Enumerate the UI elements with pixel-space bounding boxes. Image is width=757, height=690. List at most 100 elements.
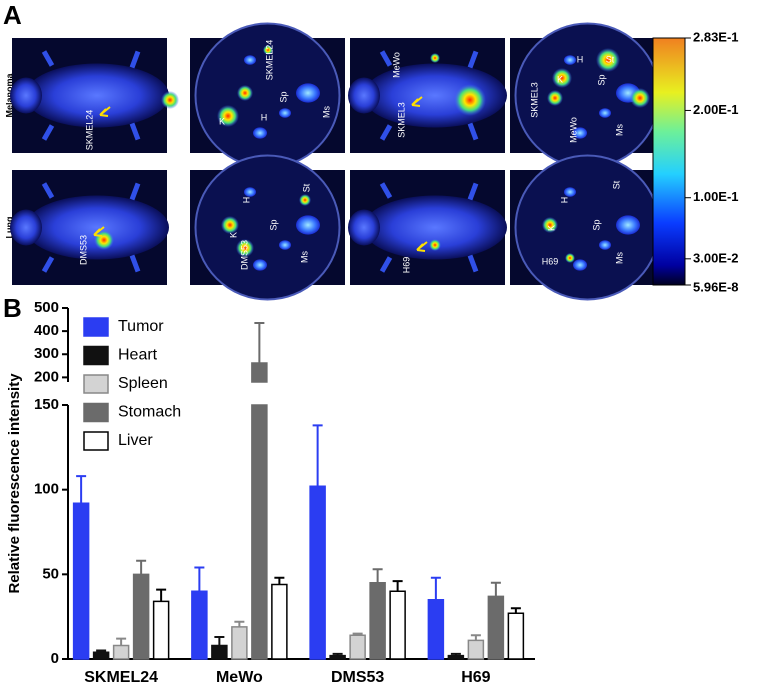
x-tick-label: MeWo [216,669,263,686]
y-tick-label: 100 [34,481,59,498]
organ [244,187,256,197]
hot-spot [236,239,254,257]
error-bar [234,620,245,627]
organ-label: Sp [591,219,601,230]
hot-spot [542,217,558,233]
hot-spot [454,84,486,116]
hot-spot [430,53,440,63]
image-tile: SKMEL24 K H Sp Ms [190,22,345,169]
bar [507,612,525,660]
organ-label: St [611,180,621,189]
hot-spot [596,48,620,72]
row-label: Lung [4,217,14,239]
error-bar [96,649,107,653]
error-bar [214,635,225,646]
organ-label: MeWo [391,52,401,78]
arrow [416,241,428,252]
colorbar-tick-label: 2.83E-1 [693,29,739,44]
mouse-head [10,77,42,114]
organ-label: K [546,225,556,231]
bar [389,590,406,660]
bar-chart: 0 50 100 150 200 300 400 500 Relative fluorescen… [6,299,535,686]
error-bar [156,588,167,602]
organ [573,127,587,139]
error-bar [430,576,441,600]
organ-label: Ms [299,251,309,263]
hot-spot [221,216,239,234]
row-label: Melanoma [4,73,14,118]
bar [92,651,110,660]
error-bar [372,568,383,583]
bar [72,502,90,660]
organ [296,215,320,235]
error-bar [450,652,461,656]
y-tick-label: 50 [42,565,59,582]
mouse-head [348,77,380,114]
bar [427,598,445,660]
colorbar-gradient [652,37,686,286]
error-bar [136,559,147,575]
hot-spot [630,88,650,108]
organ-label: SKMEL24 [264,40,274,81]
colorbar-tick-label: 5.96E-8 [693,279,739,294]
hot-spot [217,105,239,127]
mouse-limbs [41,50,141,141]
organ [296,83,320,103]
y-tick-label: 200 [34,368,59,385]
image-tile: DMS53 [10,170,169,285]
y-tick-label: 0 [51,650,59,667]
bar [369,582,386,660]
image-tile: H St K Sp SKMEL3 MeWo Ms [510,22,665,169]
legend-label: Spleen [118,375,168,392]
organ-label: St [606,54,615,64]
image-tile: St H K Sp H69 Ms [510,154,665,301]
organ [279,240,291,250]
panel-label: A [3,0,22,30]
hot-spot [263,45,273,55]
mouse-head [10,209,42,246]
colorbar-tick-label: 3.00E-2 [693,250,739,265]
organ [279,108,291,118]
bar [191,590,208,660]
mouse-head [348,209,380,246]
mouse-limbs [379,50,479,141]
x-tick-label: SKMEL24 [84,669,158,686]
arrow [93,226,105,237]
bar [329,654,346,660]
bar [132,573,150,660]
error-bar [470,634,481,641]
y-axis-title: Relative fluorescence intensity [6,373,23,594]
legend-label: Liver [118,432,153,449]
organ-label: H [241,197,251,204]
organ [253,127,267,139]
panel-label: B [3,293,22,323]
legend-swatch [83,374,109,394]
y-tick-label: 300 [34,345,59,362]
error-bar [194,566,205,592]
mouse-body [363,195,507,260]
bar [152,600,170,660]
error-bar [274,576,285,585]
error-bar [116,637,127,646]
organ [244,55,256,65]
error-bar [352,632,363,636]
error-bar [312,424,323,487]
legend-swatch [83,317,109,337]
bar [447,654,465,660]
organ-label: MeWo [568,117,578,143]
organ-label: H [559,197,569,204]
hot-spot [552,68,572,88]
error-bar [76,475,87,504]
hot-spot [547,90,563,106]
bar [251,362,268,660]
hot-spot [237,85,253,101]
legend-swatch [83,345,109,366]
organ-label: H [261,112,268,122]
petri-dish [194,154,341,301]
legend-swatch [83,402,109,423]
arrow [99,106,111,117]
mouse-limbs [379,182,479,273]
hot-spot [299,194,311,206]
